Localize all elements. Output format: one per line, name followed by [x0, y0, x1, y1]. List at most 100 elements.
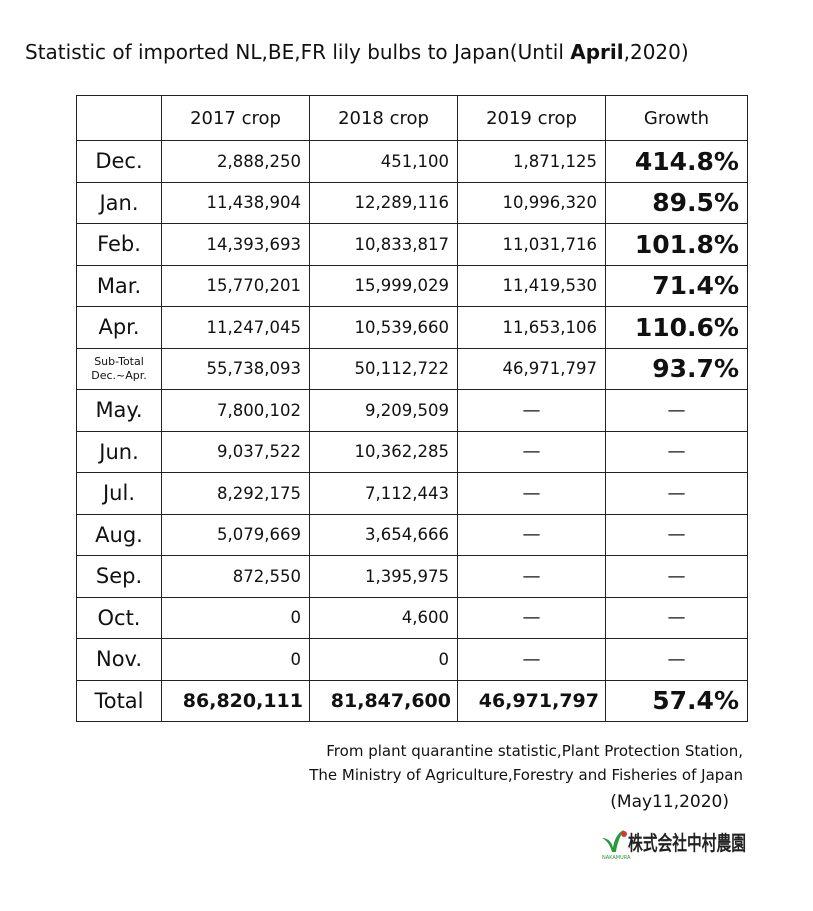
row-label: Total [76, 679, 162, 722]
column-header: 2017 crop [161, 95, 310, 141]
logo-leaf [602, 830, 624, 852]
column-header: Growth [605, 95, 748, 141]
row-label: Sub-Total Dec.~Apr. [76, 347, 162, 390]
growth-cell: 414.8% [605, 140, 748, 183]
column-header: 2018 crop [309, 95, 458, 141]
value-cell: 12,289,116 [309, 181, 458, 224]
table-row: May. 7,800,102 9,209,509— — [76, 389, 748, 432]
table-row: Total 86,820,111 81,847,600 46,971,797 57.4% [76, 679, 748, 722]
value-cell: 11,247,045 [161, 306, 310, 349]
date: (May11,2020) [610, 792, 729, 812]
value-cell: 872,550 [161, 555, 310, 598]
value-cell: 0 [161, 596, 310, 639]
logo-company: 株式会社中村農園 [628, 831, 746, 855]
logo-dot [621, 831, 627, 837]
value-cell: — [457, 430, 606, 473]
table-row: Feb. 14,393,693 10,833,817 11,031,716 101.8% [76, 223, 748, 266]
growth-cell: 57.4% [605, 679, 748, 722]
growth-cell: 71.4% [605, 264, 748, 307]
value-cell: 11,419,530 [457, 264, 606, 307]
table-row: Jul. 8,292,175 7,112,443— — [76, 472, 748, 515]
value-cell: 4,600 [309, 596, 458, 639]
growth-cell: — [605, 430, 748, 473]
row-label: Nov. [76, 638, 162, 681]
growth-cell: — [605, 389, 748, 432]
logo: NAKAMURA 株式会社中村農園 [602, 830, 746, 861]
value-cell: 10,539,660 [309, 306, 458, 349]
growth-cell: — [605, 638, 748, 681]
row-label-line: Dec.~Apr. [91, 368, 147, 382]
value-cell: 1,871,125 [457, 140, 606, 183]
table-row: Jan. 11,438,904 12,289,116 10,996,320 89.5% [76, 181, 748, 224]
growth-cell: 93.7% [605, 347, 748, 390]
value-cell: — [457, 638, 606, 681]
title-bold: April [570, 40, 624, 64]
value-cell: 5,079,669 [161, 513, 310, 556]
growth-cell: 89.5% [605, 181, 748, 224]
growth-cell: 101.8% [605, 223, 748, 266]
table-row: Oct. 0 4,600— — [76, 596, 748, 639]
row-label: Aug. [76, 513, 162, 556]
row-label: Apr. [76, 306, 162, 349]
source-line: From plant quarantine statistic,Plant Pr… [326, 742, 743, 760]
value-cell: 8,292,175 [161, 472, 310, 515]
value-cell: 11,031,716 [457, 223, 606, 266]
row-label: Jun. [76, 430, 162, 473]
value-cell: 55,738,093 [161, 347, 310, 390]
value-cell: 15,770,201 [161, 264, 310, 307]
table-row: Dec. 2,888,250 451,100 1,871,125 414.8% [76, 140, 748, 183]
value-cell: 81,847,600 [309, 679, 458, 722]
value-cell: 10,996,320 [457, 181, 606, 224]
title-text: Statistic of imported NL,BE,FR lily bulb… [25, 40, 571, 64]
row-label: Oct. [76, 596, 162, 639]
row-label: May. [76, 389, 162, 432]
row-label-line: Sub-Total [94, 354, 144, 368]
source-line: The Ministry of Agriculture,Forestry and… [309, 766, 743, 784]
value-cell: — [457, 555, 606, 598]
value-cell: 7,800,102 [161, 389, 310, 432]
column-header: 2019 crop [457, 95, 606, 141]
table-row: Aug. 5,079,669 3,654,666— — [76, 513, 748, 556]
row-label: Sep. [76, 555, 162, 598]
value-cell: — [457, 472, 606, 515]
title: Statistic of imported NL,BE,FR lily bulb… [25, 40, 689, 64]
title-text: ,2020) [623, 40, 689, 64]
value-cell: 1,395,975 [309, 555, 458, 598]
data-table: 2017 crop 2018 crop 2019 crop Growth Dec. 2,… [76, 95, 748, 722]
table-row: Sep. 872,550 1,395,975— — [76, 555, 748, 598]
value-cell: — [457, 389, 606, 432]
value-cell: 3,654,666 [309, 513, 458, 556]
value-cell: 0 [309, 638, 458, 681]
growth-cell: 110.6% [605, 306, 748, 349]
value-cell: — [457, 513, 606, 556]
value-cell: 50,112,722 [309, 347, 458, 390]
table-row: Mar. 15,770,201 15,999,029 11,419,530 71.4% [76, 264, 748, 307]
table-row: Apr. 11,247,045 10,539,660 11,653,106 110.6% [76, 306, 748, 349]
value-cell: 11,653,106 [457, 306, 606, 349]
header-row: 2017 crop 2018 crop 2019 crop Growth [76, 95, 748, 141]
value-cell: 46,971,797 [457, 679, 606, 722]
table-row: Sub-Total Dec.~Apr. 55,738,093 50,112,722 46… [76, 347, 748, 390]
value-cell: 11,438,904 [161, 181, 310, 224]
value-cell: 10,833,817 [309, 223, 458, 266]
row-label: Jan. [76, 181, 162, 224]
value-cell: 2,888,250 [161, 140, 310, 183]
value-cell: 10,362,285 [309, 430, 458, 473]
row-label: Dec. [76, 140, 162, 183]
corner-cell [76, 95, 162, 141]
growth-cell: — [605, 513, 748, 556]
value-cell: 451,100 [309, 140, 458, 183]
growth-cell: — [605, 596, 748, 639]
value-cell: 15,999,029 [309, 264, 458, 307]
logo-small: NAKAMURA [602, 855, 631, 861]
value-cell: 7,112,443 [309, 472, 458, 515]
row-label: Mar. [76, 264, 162, 307]
value-cell: — [457, 596, 606, 639]
row-label: Feb. [76, 223, 162, 266]
row-label: Jul. [76, 472, 162, 515]
value-cell: 86,820,111 [161, 679, 310, 722]
value-cell: 9,037,522 [161, 430, 310, 473]
growth-cell: — [605, 555, 748, 598]
value-cell: 0 [161, 638, 310, 681]
